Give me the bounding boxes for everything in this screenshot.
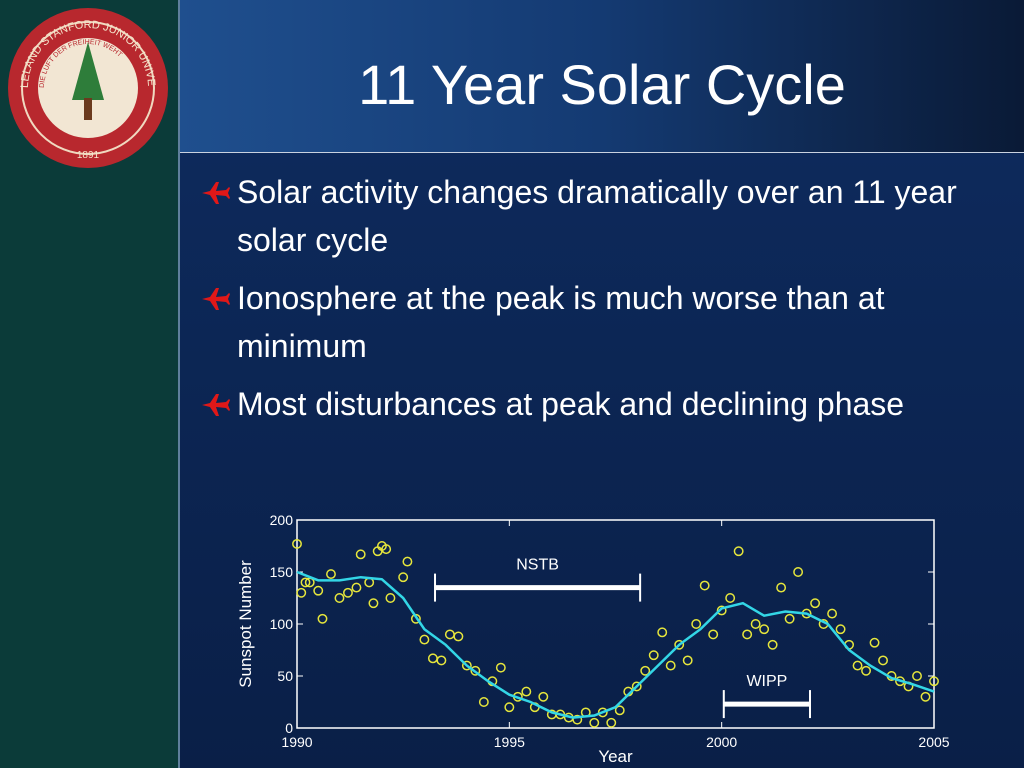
- data-point: [300, 577, 311, 588]
- data-point: [691, 619, 702, 629]
- data-point: [313, 585, 324, 596]
- seal: LELAND STANFORD JUNIOR UNIVERSITY DIE LU…: [0, 0, 168, 168]
- data-point: [759, 624, 770, 635]
- y-tick-label: 100: [270, 616, 294, 632]
- data-point: [912, 671, 922, 681]
- data-point: [835, 624, 846, 635]
- data-point: [852, 660, 863, 671]
- sidebar: LELAND STANFORD JUNIOR UNIVERSITY DIE LU…: [0, 0, 180, 768]
- bullet: Solar activity changes dramatically over…: [200, 168, 1010, 264]
- y-tick-label: 150: [270, 564, 294, 580]
- x-axis-label: Year: [598, 747, 633, 766]
- bullet-icon: [202, 394, 230, 416]
- bullet: Most disturbances at peak and declining …: [200, 380, 1010, 428]
- data-point: [750, 619, 761, 629]
- data-point: [614, 705, 625, 716]
- data-point: [776, 582, 787, 593]
- seal-ring: [21, 21, 155, 155]
- bullet-icon: [202, 288, 230, 310]
- smoothed-line: [296, 570, 935, 719]
- plot-frame: [296, 519, 935, 729]
- data-point: [343, 587, 353, 598]
- bullet: Ionosphere at the peak is much worse tha…: [200, 274, 1010, 370]
- bullet-text: Solar activity changes dramatically over…: [237, 174, 957, 258]
- y-axis-label: Sunspot Number: [236, 560, 255, 688]
- data-point: [470, 665, 481, 676]
- data-point: [351, 582, 362, 593]
- data-point: [699, 580, 710, 591]
- data-point: [869, 637, 880, 648]
- annotation-label: WIPP: [746, 673, 787, 690]
- data-point: [657, 627, 668, 638]
- x-tick-label: 2000: [706, 734, 737, 750]
- data-point: [682, 655, 693, 666]
- seal-tree: [72, 42, 104, 100]
- data-point: [402, 556, 413, 567]
- y-tick-label: 200: [270, 512, 294, 528]
- x-tick-label: 1990: [281, 734, 312, 750]
- data-point: [631, 681, 642, 692]
- data-point: [725, 593, 736, 603]
- data-point: [733, 546, 744, 557]
- bullet-icon: [202, 182, 230, 204]
- data-point: [810, 598, 821, 609]
- bullet-list: Solar activity changes dramatically over…: [200, 168, 1010, 438]
- data-point: [419, 634, 430, 645]
- data-point: [606, 717, 617, 728]
- slide-title: 11 Year Solar Cycle: [358, 53, 846, 116]
- data-point: [929, 676, 939, 687]
- data-point: [385, 593, 396, 603]
- bullet-text: Most disturbances at peak and declining …: [237, 386, 905, 422]
- x-tick-label: 1995: [494, 734, 525, 750]
- data-point: [355, 549, 366, 560]
- data-point: [589, 717, 600, 728]
- data-point: [597, 707, 608, 718]
- data-point: [674, 639, 685, 650]
- seal-year: 1891: [77, 150, 100, 161]
- data-point: [861, 665, 872, 676]
- annotation-label: NSTB: [516, 557, 559, 574]
- data-point: [461, 660, 472, 671]
- data-point: [478, 697, 489, 707]
- data-point: [742, 629, 753, 640]
- data-point: [538, 691, 549, 702]
- data-point: [427, 653, 438, 664]
- y-tick-label: 50: [277, 668, 293, 684]
- data-point: [334, 593, 345, 603]
- data-point: [381, 544, 392, 555]
- data-point: [436, 655, 447, 666]
- title-bar: [180, 0, 1024, 153]
- data-point: [767, 639, 778, 650]
- data-point: [572, 714, 583, 725]
- x-tick-label: 2005: [918, 734, 949, 750]
- data-point: [878, 655, 888, 666]
- data-point: [640, 665, 651, 676]
- data-point: [920, 691, 931, 702]
- data-point: [292, 538, 302, 549]
- data-point: [326, 569, 336, 580]
- data-point: [665, 660, 676, 671]
- bullet-text: Ionosphere at the peak is much worse tha…: [237, 280, 885, 364]
- data-point: [444, 629, 455, 640]
- data-point: [398, 572, 409, 583]
- y-tick-label: 0: [285, 720, 293, 736]
- data-point: [296, 587, 307, 598]
- data-point: [317, 613, 328, 624]
- data-point: [495, 662, 506, 673]
- data-point: [521, 686, 532, 697]
- data-point: [648, 650, 659, 661]
- data-point: [827, 608, 838, 619]
- data-point: [453, 631, 464, 642]
- seal-trunk: [84, 98, 92, 120]
- data-point: [368, 598, 379, 609]
- data-point: [784, 613, 795, 624]
- data-point: [793, 567, 804, 577]
- data-point: [504, 702, 515, 713]
- data-point: [708, 629, 719, 640]
- data-point: [716, 605, 727, 616]
